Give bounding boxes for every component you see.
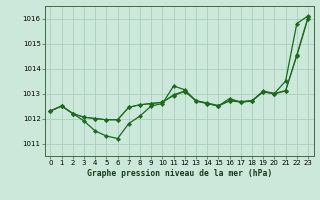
X-axis label: Graphe pression niveau de la mer (hPa): Graphe pression niveau de la mer (hPa) — [87, 169, 272, 178]
